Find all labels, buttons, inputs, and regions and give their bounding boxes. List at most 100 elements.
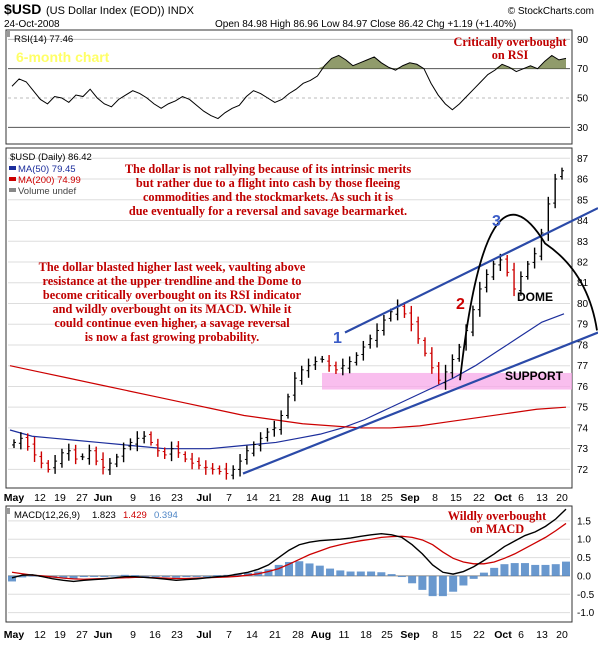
ma50-label: MA(50) 79.45 bbox=[18, 164, 76, 175]
x-tick-label: Oct bbox=[494, 629, 512, 641]
macd-histogram-bar bbox=[449, 575, 458, 592]
comment-top-line: The dollar is not rallying because of it… bbox=[125, 162, 412, 176]
x-tick-label: 15 bbox=[450, 629, 462, 641]
support-label: SUPPORT bbox=[505, 369, 564, 383]
comment-left-line: The dollar blasted higher last week, vau… bbox=[39, 260, 306, 274]
macd-histogram-bar bbox=[356, 571, 365, 576]
price-bars bbox=[12, 167, 564, 480]
x-axis-macd: May 12 19 27 Jun 9 16 23 Jul 7 14 21 28 Aug 11 18 25 Sep 8… bbox=[4, 629, 568, 641]
dome-label: DOME bbox=[517, 290, 553, 304]
x-tick-label: Jul bbox=[196, 629, 211, 641]
macd-histogram-bar bbox=[141, 575, 150, 577]
macd-histogram-bar bbox=[100, 575, 109, 577]
x-tick-label: Sep bbox=[400, 492, 419, 504]
ma50-line bbox=[9, 313, 565, 450]
chart-date: 24-Oct-2008 bbox=[4, 19, 60, 30]
price-label: $USD (Daily) 86.42 bbox=[10, 152, 92, 163]
price-tick-label: 85 bbox=[577, 195, 589, 206]
price-tick-label: 74 bbox=[577, 423, 589, 434]
symbol-description: (US Dollar Index (EOD)) INDX bbox=[46, 5, 195, 17]
six-month-banner: 6-month chart bbox=[16, 49, 110, 65]
macd-note-line1: Wildly overbought bbox=[448, 509, 547, 523]
x-tick-label: Jun bbox=[94, 629, 113, 641]
marker-2: 2 bbox=[456, 296, 465, 313]
macd-tick-label: 1.5 bbox=[577, 516, 591, 527]
macd-legend-swatch bbox=[6, 508, 10, 514]
macd-histogram-bar bbox=[274, 564, 283, 576]
x-tick-label: 22 bbox=[473, 492, 485, 504]
price-tick-label: 76 bbox=[577, 382, 589, 393]
macd-plot bbox=[8, 508, 570, 597]
macd-histogram-bar bbox=[305, 563, 314, 576]
x-tick-label: 13 bbox=[536, 629, 548, 641]
x-tick-label: 9 bbox=[130, 629, 136, 641]
macd-histogram-bar bbox=[387, 574, 396, 576]
price-tick-label: 78 bbox=[577, 340, 589, 351]
x-tick-label: 20 bbox=[556, 492, 568, 504]
x-tick-label: 6 bbox=[518, 492, 524, 504]
x-tick-label: 12 bbox=[34, 492, 46, 504]
macd-histogram-bar bbox=[295, 561, 304, 576]
macd-tick-label: 0.0 bbox=[577, 571, 591, 582]
macd-histogram-bar bbox=[151, 575, 160, 577]
macd-histogram-bar bbox=[172, 575, 181, 578]
x-tick-label: 27 bbox=[76, 629, 88, 641]
macd-histogram-bar bbox=[79, 575, 88, 578]
price-tick-label: 82 bbox=[577, 258, 589, 269]
macd-ticks: 1.5 1.0 0.5 0.0 -0.5 -1.0 bbox=[577, 516, 595, 619]
volume-label: Volume undef bbox=[18, 186, 76, 197]
price-tick-label: 84 bbox=[577, 216, 589, 227]
x-tick-label: Jul bbox=[196, 492, 211, 504]
x-axis-price: May 12 19 27 Jun 9 16 23 Jul 7 14 21 28 Aug 11 18 25 Sep 8… bbox=[4, 492, 568, 504]
x-tick-label: 28 bbox=[292, 629, 304, 641]
dome-curve bbox=[459, 213, 598, 381]
macd-histogram-bar bbox=[418, 575, 427, 590]
macd-histogram-bar bbox=[202, 575, 211, 577]
macd-histogram-bar bbox=[213, 575, 222, 577]
macd-signal-value: 1.429 bbox=[123, 510, 147, 521]
x-tick-label: Sep bbox=[400, 629, 419, 641]
x-tick-label: 7 bbox=[226, 492, 232, 504]
comment-top-line: commodities and the stockmarkets. As suc… bbox=[143, 190, 393, 204]
x-tick-label: 9 bbox=[130, 492, 136, 504]
ohlc-summary: Open 84.98 High 86.96 Low 84.97 Close 86… bbox=[215, 19, 516, 30]
macd-value: 1.823 bbox=[92, 510, 116, 521]
price-tick-label: 73 bbox=[577, 444, 589, 455]
ma200-label: MA(200) 74.99 bbox=[18, 175, 81, 186]
comment-top-line: but rather due to a flight into cash by … bbox=[136, 176, 401, 190]
rsi-note-line2: on RSI bbox=[492, 48, 529, 62]
x-tick-label: 12 bbox=[34, 629, 46, 641]
macd-note-line2: on MACD bbox=[470, 522, 524, 536]
rsi-plot bbox=[11, 54, 567, 120]
x-tick-label: 25 bbox=[381, 629, 393, 641]
x-tick-label: 18 bbox=[360, 492, 372, 504]
x-tick-label: 19 bbox=[54, 629, 66, 641]
macd-histogram-bar bbox=[264, 569, 273, 576]
x-tick-label: 16 bbox=[149, 492, 161, 504]
annotation-lines bbox=[242, 207, 598, 475]
marker-3: 3 bbox=[492, 213, 501, 230]
macd-histogram-bar bbox=[367, 571, 376, 576]
macd-histogram-bar bbox=[531, 564, 540, 576]
x-tick-label: 11 bbox=[339, 492, 350, 504]
volume-swatch bbox=[9, 188, 16, 192]
stockcharts-credit: © StockCharts.com bbox=[508, 6, 594, 17]
rsi-tick-label: 30 bbox=[577, 123, 589, 134]
x-tick-label: 25 bbox=[381, 492, 393, 504]
comment-left: The dollar blasted higher last week, vau… bbox=[39, 260, 306, 344]
x-tick-label: 18 bbox=[360, 629, 372, 641]
x-tick-label: Aug bbox=[311, 492, 331, 504]
x-tick-label: 14 bbox=[246, 492, 258, 504]
x-tick-label: 6 bbox=[518, 629, 524, 641]
macd-line bbox=[11, 508, 567, 583]
comment-left-line: become critically overbought on its RSI … bbox=[43, 288, 302, 302]
macd-histogram-bar bbox=[315, 565, 324, 576]
macd-histogram-bar bbox=[69, 575, 78, 579]
macd-histogram-bar bbox=[233, 573, 242, 576]
macd-histogram-bar bbox=[562, 561, 570, 576]
price-tick-label: 75 bbox=[577, 403, 589, 414]
x-tick-label: 22 bbox=[473, 629, 485, 641]
macd-histogram-bar bbox=[438, 575, 447, 597]
price-tick-label: 77 bbox=[577, 361, 589, 372]
x-tick-label: 19 bbox=[54, 492, 66, 504]
